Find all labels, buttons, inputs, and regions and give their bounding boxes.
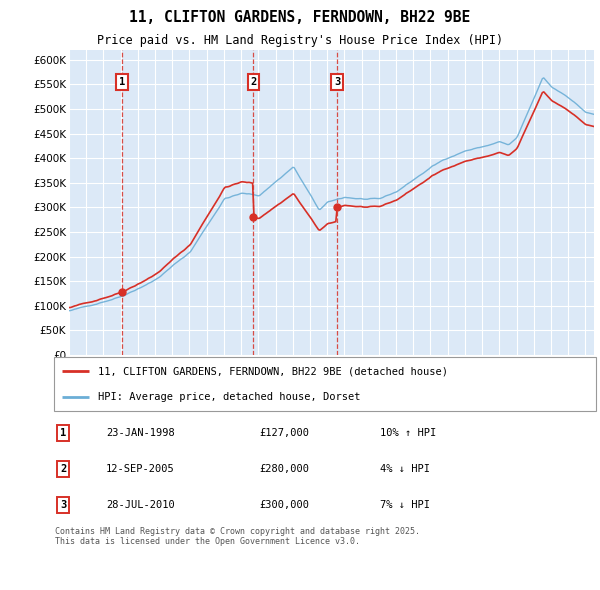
Text: 2: 2 [60, 464, 66, 474]
Text: 1: 1 [119, 77, 125, 87]
Text: 11, CLIFTON GARDENS, FERNDOWN, BH22 9BE: 11, CLIFTON GARDENS, FERNDOWN, BH22 9BE [130, 10, 470, 25]
Text: 7% ↓ HPI: 7% ↓ HPI [380, 500, 430, 510]
Text: 28-JUL-2010: 28-JUL-2010 [106, 500, 175, 510]
Text: 4% ↓ HPI: 4% ↓ HPI [380, 464, 430, 474]
Text: Price paid vs. HM Land Registry's House Price Index (HPI): Price paid vs. HM Land Registry's House … [97, 34, 503, 47]
FancyBboxPatch shape [54, 358, 596, 411]
Text: 2: 2 [250, 77, 256, 87]
Text: £127,000: £127,000 [260, 428, 310, 438]
Text: 12-SEP-2005: 12-SEP-2005 [106, 464, 175, 474]
Text: 23-JAN-1998: 23-JAN-1998 [106, 428, 175, 438]
Text: 11, CLIFTON GARDENS, FERNDOWN, BH22 9BE (detached house): 11, CLIFTON GARDENS, FERNDOWN, BH22 9BE … [98, 366, 448, 376]
Text: £280,000: £280,000 [260, 464, 310, 474]
Text: £300,000: £300,000 [260, 500, 310, 510]
Text: Contains HM Land Registry data © Crown copyright and database right 2025.
This d: Contains HM Land Registry data © Crown c… [55, 527, 421, 546]
Text: 10% ↑ HPI: 10% ↑ HPI [380, 428, 437, 438]
Text: 3: 3 [60, 500, 66, 510]
Text: 3: 3 [334, 77, 340, 87]
Text: 1: 1 [60, 428, 66, 438]
Text: HPI: Average price, detached house, Dorset: HPI: Average price, detached house, Dors… [98, 392, 360, 402]
